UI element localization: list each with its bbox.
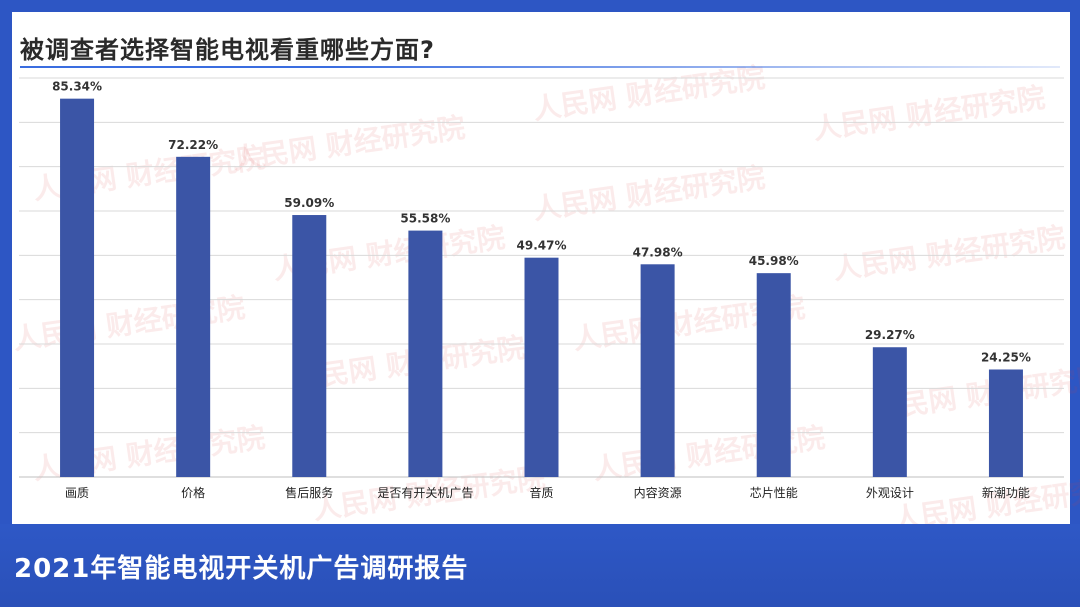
category-label: 内容资源 [634, 485, 682, 500]
chart-title: 被调查者选择智能电视看重哪些方面? [20, 36, 435, 64]
data-label: 29.27% [865, 328, 915, 342]
chart-panel: 人民网 财经研究院 人民网 财经研究院 人民网 财经研究院 人民网 财经研究院 … [11, 12, 1080, 536]
category-label: 新潮功能 [982, 485, 1030, 500]
category-label: 售后服务 [285, 485, 333, 500]
bar [408, 230, 443, 477]
category-label: 音质 [529, 485, 553, 500]
data-label: 55.58% [400, 212, 450, 226]
data-label: 85.34% [52, 80, 102, 94]
top-frame [0, 0, 1080, 12]
footer-title: 2021年智能电视开关机广告调研报告 [14, 554, 469, 584]
data-label: 47.98% [633, 245, 683, 259]
bar [988, 369, 1023, 477]
title-underline [20, 66, 1060, 68]
bar-chart: 85.34% 画质 72.22% 价格 59.09% 售后服务 55.58% 是否有开关机广告… [19, 77, 1064, 500]
data-label: 45.98% [749, 254, 799, 268]
bar [872, 347, 907, 477]
bar [756, 273, 791, 477]
bar [176, 156, 211, 478]
category-label: 是否有开关机广告 [377, 486, 473, 500]
category-label: 价格 [181, 485, 205, 500]
data-label: 72.22% [168, 138, 218, 152]
data-label: 49.47% [517, 239, 567, 253]
footer-banner: 2021年智能电视开关机广告调研报告 [0, 524, 1080, 607]
data-label: 24.25% [981, 350, 1031, 364]
bar [292, 215, 327, 477]
bar [524, 257, 559, 477]
category-label: 外观设计 [866, 486, 914, 500]
category-label: 画质 [65, 486, 89, 500]
bar [640, 264, 675, 477]
category-label: 芯片性能 [750, 486, 798, 500]
data-label: 59.09% [284, 196, 334, 210]
bar [60, 98, 95, 477]
